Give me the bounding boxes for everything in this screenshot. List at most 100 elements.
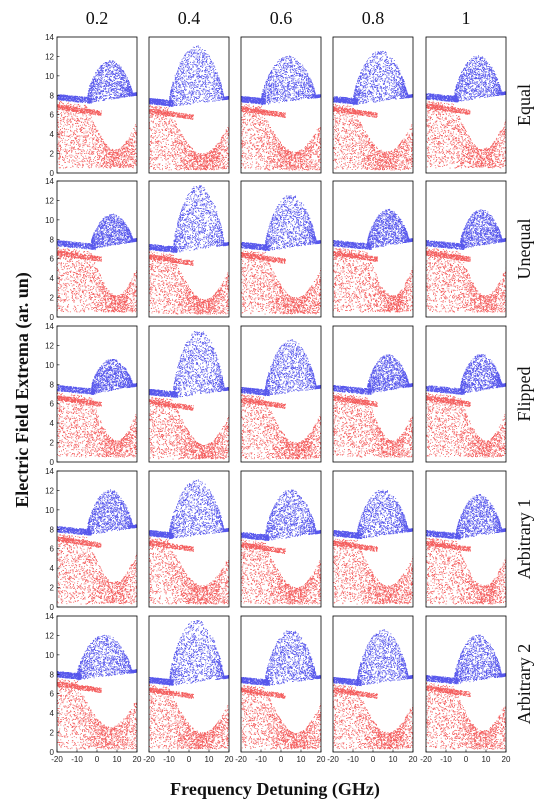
lower-extrema-series [333, 392, 413, 458]
upper-extrema-series [57, 59, 137, 104]
column-title: 1 [462, 8, 471, 28]
y-tick-label: 2 [50, 584, 55, 593]
panel-frame [148, 180, 230, 318]
panel-frame [425, 470, 507, 608]
panel-frame [56, 470, 138, 608]
lower-extrema-series [57, 101, 137, 169]
y-tick-label: 8 [50, 235, 55, 244]
x-tick-label: -10 [71, 755, 83, 764]
y-tick-label: 4 [50, 419, 55, 428]
row-title: Arbitrary 2 [514, 644, 534, 724]
panel [425, 36, 507, 174]
y-tick-label: 4 [50, 709, 55, 718]
lower-extrema-series [149, 537, 229, 605]
lower-extrema-series [149, 251, 229, 315]
x-tick-label: -20 [420, 755, 432, 764]
lower-extrema-series [241, 394, 321, 460]
y-tick-label: 8 [50, 380, 55, 389]
panel-frame [332, 325, 414, 463]
lower-extrema-series [333, 684, 413, 750]
upper-extrema-series [149, 620, 229, 687]
column-titles: 0.2 0.4 0.6 0.8 1 [86, 8, 471, 28]
panel [332, 470, 414, 608]
panel [425, 470, 507, 608]
panel [240, 36, 322, 174]
lower-extrema-series [241, 539, 321, 605]
x-tick-label: 10 [205, 755, 214, 764]
x-tick-label: 10 [482, 755, 491, 764]
y-tick-label: 2 [50, 439, 55, 448]
panel-frame [240, 36, 322, 174]
x-tick-label: 20 [317, 755, 326, 764]
lower-extrema-series [57, 247, 137, 313]
x-tick-label: 10 [113, 755, 122, 764]
y-tick-label: 2 [50, 150, 55, 159]
lower-extrema-series [426, 538, 506, 605]
upper-extrema-series [57, 213, 137, 251]
y-tick-label: 12 [45, 52, 54, 61]
upper-extrema-series [241, 339, 321, 397]
panel-grid: 0246810121402468101214024681012140246810… [45, 33, 511, 764]
panel: 0 2 4 6 8 10 12 14 [45, 177, 138, 322]
panel [332, 36, 414, 174]
panel-frame [240, 325, 322, 463]
y-tick-label: 4 [50, 274, 55, 283]
panel: 0 2 4 6 8 10 12 14 [45, 322, 138, 467]
y-tick-label: 8 [50, 91, 55, 100]
panel: -20 -10 0 10 20 [235, 615, 326, 764]
y-axis-title: Electric Field Extrema (ar. un) [12, 272, 33, 507]
panel-frame [425, 36, 507, 174]
panel-frame [148, 325, 230, 463]
panel [148, 470, 230, 608]
upper-extrema-series [333, 489, 413, 540]
panel [332, 325, 414, 463]
upper-extrema-series [426, 209, 506, 251]
panel-frame [332, 180, 414, 318]
panel [240, 180, 322, 318]
panel-frame [332, 36, 414, 174]
panel [425, 180, 507, 318]
y-tick-label: 0 [50, 169, 55, 178]
panel: -20 -10 0 10 20 [327, 615, 418, 764]
y-tick-label: 8 [50, 670, 55, 679]
x-tick-label: 20 [502, 755, 511, 764]
upper-extrema-series [426, 354, 506, 395]
y-tick-label: 6 [50, 690, 55, 699]
panel [240, 470, 322, 608]
panel-frame [56, 36, 138, 174]
upper-extrema-series [426, 634, 506, 685]
lower-extrema-series [333, 538, 413, 605]
y-tick-label: 6 [50, 545, 55, 554]
x-tick-label: 0 [187, 755, 192, 764]
x-tick-label: -10 [163, 755, 175, 764]
lower-extrema-series [426, 101, 506, 169]
column-title: 0.8 [362, 8, 385, 28]
upper-extrema-series [149, 331, 229, 398]
upper-extrema-series [426, 55, 506, 103]
lower-extrema-series [241, 250, 321, 315]
y-tick-label: 10 [45, 651, 54, 660]
x-tick-label: -10 [255, 755, 267, 764]
x-axis-title: Frequency Detuning (GHz) [170, 779, 380, 800]
y-tick-label: 4 [50, 564, 55, 573]
upper-extrema-series [426, 494, 506, 540]
y-tick-label: 2 [50, 729, 55, 738]
row-title: Arbitrary 1 [514, 499, 534, 579]
y-tick-label: 8 [50, 525, 55, 534]
panel-frame [425, 325, 507, 463]
panel: 0 2 4 6 8 10 12 14 [45, 467, 138, 612]
y-tick-label: 0 [50, 603, 55, 612]
panel [332, 180, 414, 318]
upper-extrema-series [333, 208, 413, 251]
y-tick-label: 2 [50, 294, 55, 303]
row-title: Flipped [514, 366, 534, 421]
x-tick-label: 0 [464, 755, 469, 764]
y-tick-label: 0 [50, 313, 55, 322]
upper-extrema-series [241, 489, 321, 542]
x-tick-label: -10 [347, 755, 359, 764]
lower-extrema-series [241, 103, 321, 171]
x-tick-label: -10 [440, 755, 452, 764]
upper-extrema-series [333, 50, 413, 106]
x-tick-label: 0 [371, 755, 376, 764]
